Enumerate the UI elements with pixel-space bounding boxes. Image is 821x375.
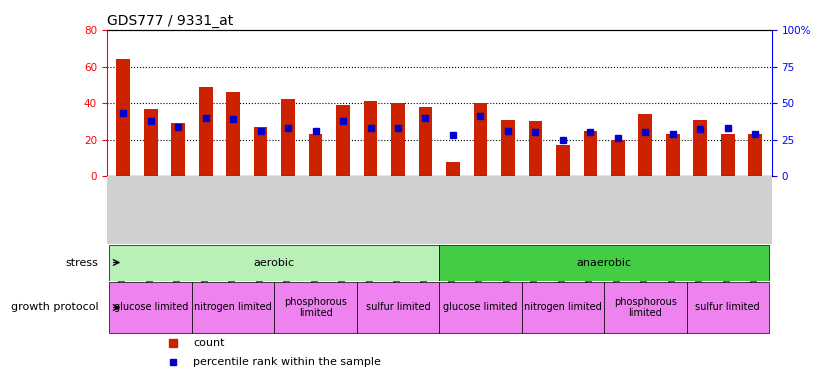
Bar: [192, 282, 274, 333]
Text: GDS777 / 9331_at: GDS777 / 9331_at: [107, 13, 233, 28]
Bar: [199, 87, 213, 176]
Bar: [556, 145, 570, 176]
Bar: [604, 282, 686, 333]
Text: glucose limited: glucose limited: [443, 303, 518, 312]
Text: phosphorous
limited: phosphorous limited: [614, 297, 677, 318]
Bar: [749, 134, 762, 176]
Bar: [611, 140, 625, 176]
Text: anaerobic: anaerobic: [576, 258, 631, 267]
Bar: [274, 282, 357, 333]
Bar: [364, 101, 378, 176]
Text: aerobic: aerobic: [254, 258, 295, 267]
Bar: [474, 103, 488, 176]
Bar: [721, 134, 735, 176]
Bar: [109, 282, 192, 333]
Bar: [117, 59, 130, 176]
Text: percentile rank within the sample: percentile rank within the sample: [193, 357, 381, 367]
Text: nitrogen limited: nitrogen limited: [524, 303, 602, 312]
Text: glucose limited: glucose limited: [113, 303, 188, 312]
Bar: [666, 134, 680, 176]
Text: phosphorous
limited: phosphorous limited: [284, 297, 347, 318]
Bar: [419, 107, 433, 176]
Text: sulfur limited: sulfur limited: [365, 303, 430, 312]
Text: growth protocol: growth protocol: [11, 303, 99, 312]
Bar: [309, 134, 323, 176]
Text: sulfur limited: sulfur limited: [695, 303, 760, 312]
Text: count: count: [193, 338, 225, 348]
Text: nitrogen limited: nitrogen limited: [195, 303, 272, 312]
Bar: [501, 120, 515, 176]
Bar: [109, 244, 439, 280]
Bar: [521, 282, 604, 333]
Bar: [529, 122, 543, 176]
Bar: [584, 130, 597, 176]
Bar: [282, 99, 295, 176]
Bar: [357, 282, 439, 333]
Bar: [172, 123, 185, 176]
Bar: [227, 92, 240, 176]
Bar: [694, 120, 707, 176]
Bar: [439, 244, 769, 280]
Bar: [639, 114, 652, 176]
Bar: [144, 109, 158, 176]
Bar: [439, 282, 521, 333]
Bar: [446, 162, 460, 176]
Bar: [686, 282, 769, 333]
Text: stress: stress: [66, 258, 99, 267]
Bar: [391, 103, 405, 176]
Bar: [254, 127, 268, 176]
Bar: [336, 105, 350, 176]
